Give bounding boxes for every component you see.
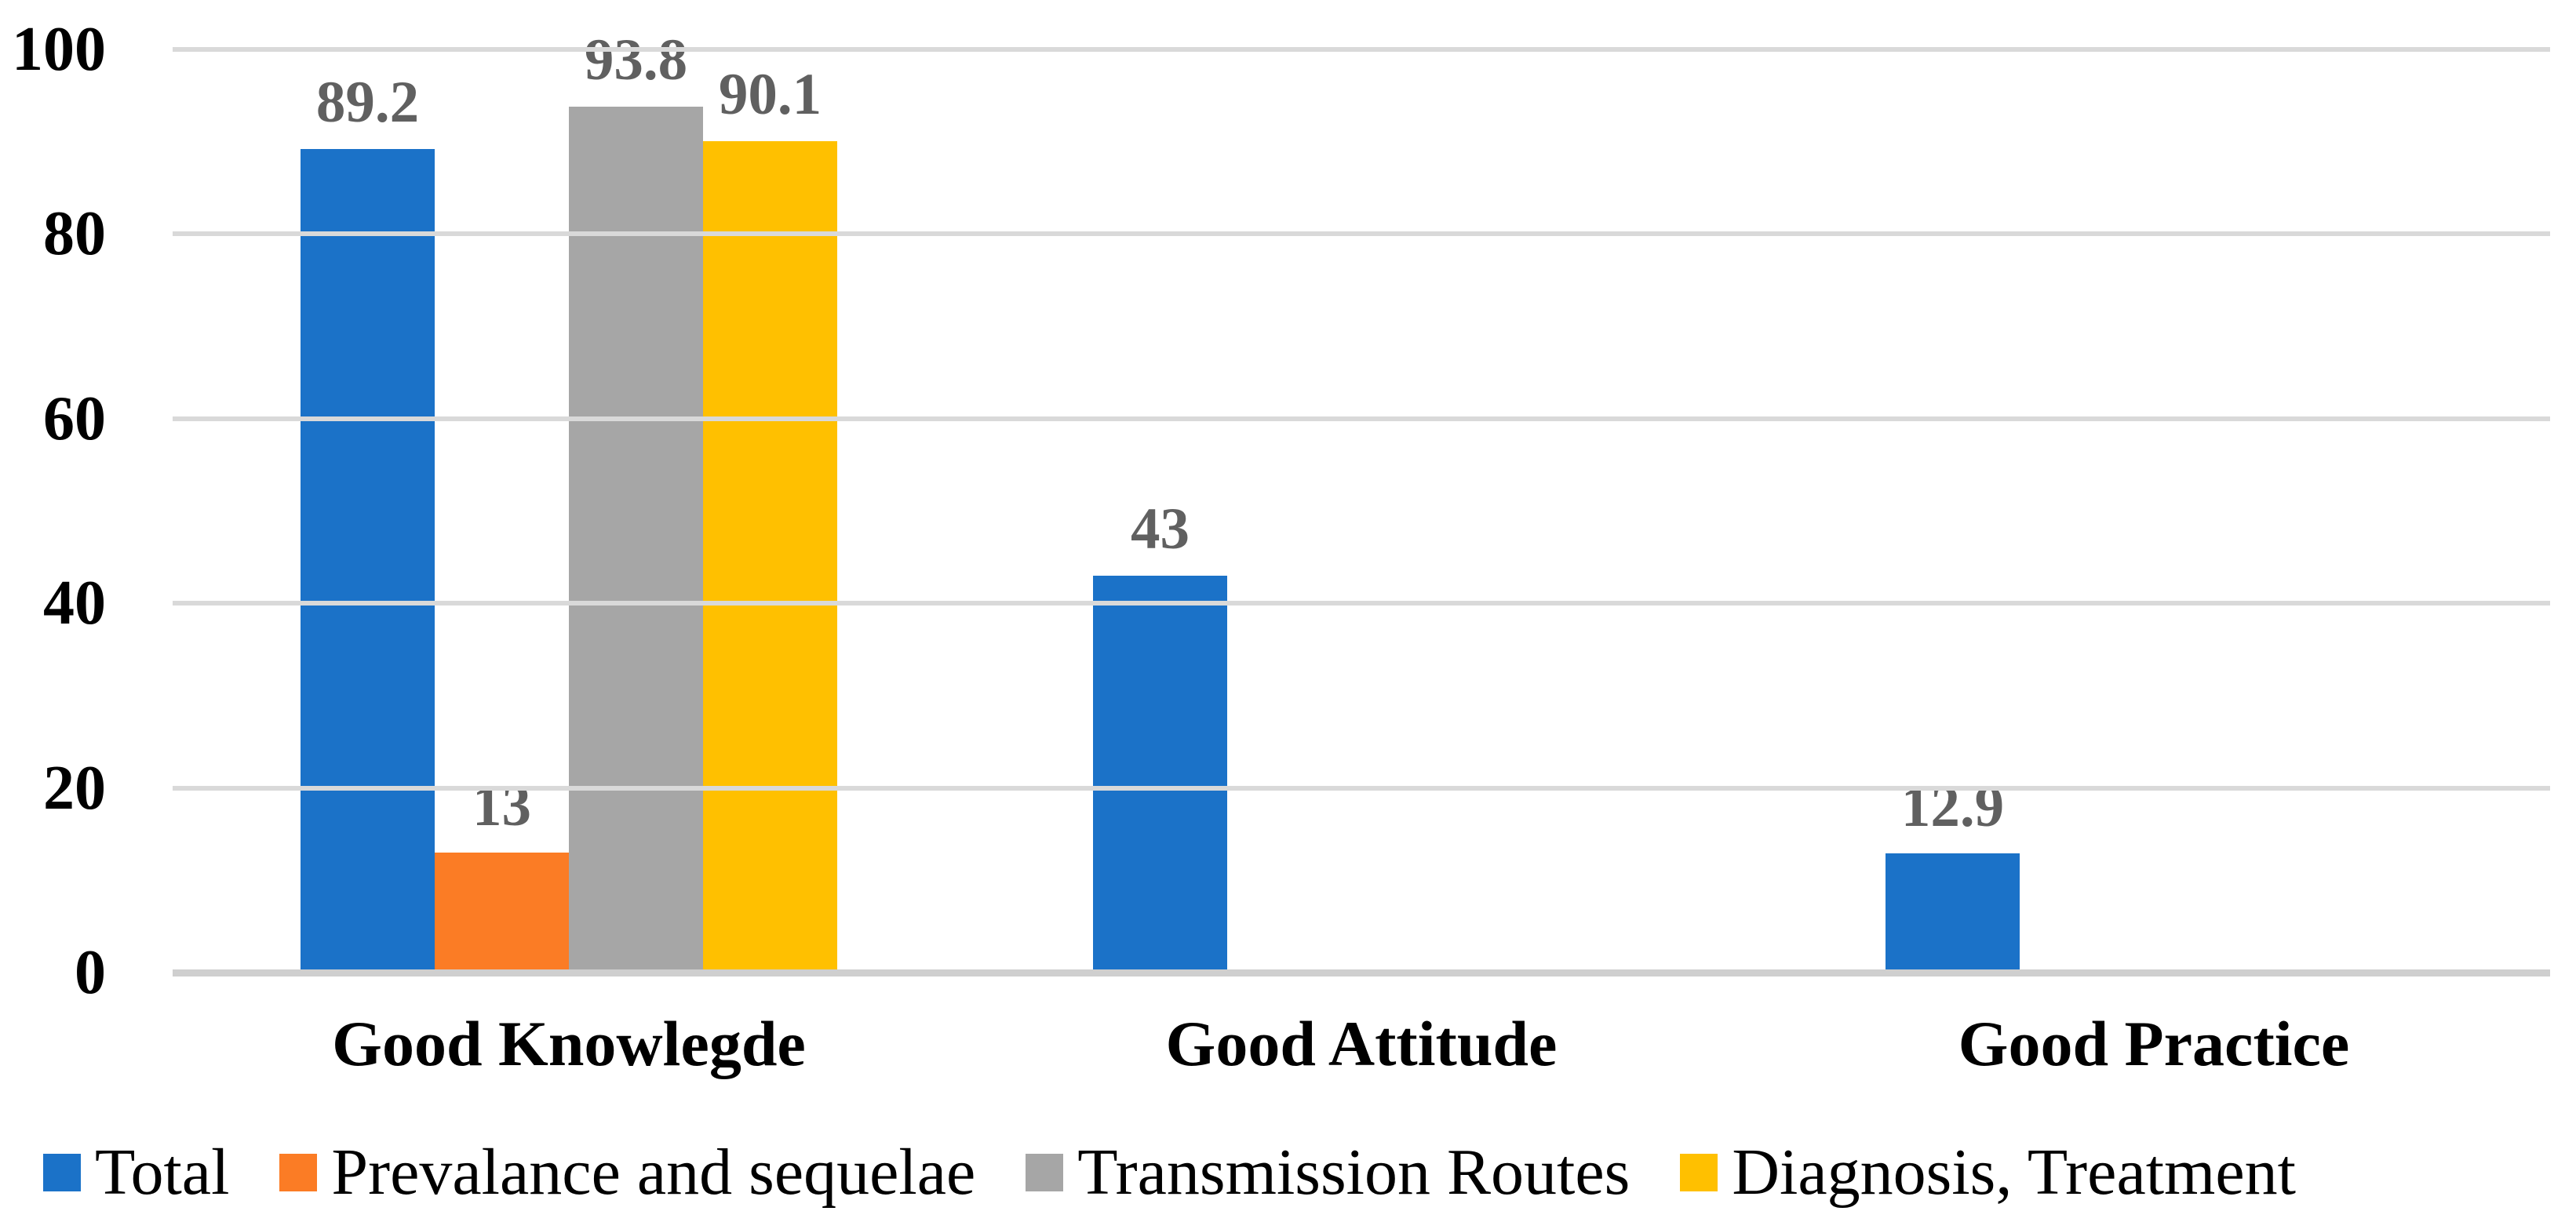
legend-item-total: Total — [43, 1140, 229, 1206]
value-label: 93.8 — [584, 27, 688, 93]
category-label: Good Knowlegde — [332, 1008, 806, 1079]
bar-slot: 90.1 — [703, 49, 837, 973]
bar-slot: 89.2 — [301, 49, 435, 973]
value-label: 43 — [1131, 496, 1190, 562]
bar-total — [1093, 575, 1227, 973]
legend-item-transmission-routes: Transmission Routes — [1026, 1140, 1630, 1206]
gridline — [173, 785, 2550, 791]
legend-item-prevalance-and-sequelae: Prevalance and sequelae — [279, 1140, 975, 1206]
category-axis: Good Knowlegde Good Attitude Good Practice — [173, 1012, 2550, 1076]
bar-slot — [1361, 49, 1496, 973]
bar-total — [301, 149, 435, 973]
legend: Total Prevalance and sequelae Transmission… — [43, 1129, 2296, 1216]
bar-slot: 43 — [1093, 49, 1227, 973]
legend-item-diagnosis-treatment: Diagnosis, Treatment — [1680, 1140, 2296, 1206]
bar-group: 12.9 — [1758, 49, 2550, 973]
bar-slot — [1496, 49, 1630, 973]
legend-swatch — [1680, 1154, 1718, 1191]
bar-diagnosis-treatment — [703, 140, 837, 973]
value-label: 90.1 — [718, 61, 822, 127]
legend-swatch — [279, 1154, 318, 1191]
gridline — [173, 416, 2550, 421]
gridline — [173, 601, 2550, 606]
bar-slot: 12.9 — [1886, 49, 2020, 973]
y-tick-label: 20 — [43, 753, 106, 823]
legend-swatch — [43, 1154, 81, 1191]
bar-group: 89.2 13 93.8 90.1 — [173, 31, 965, 973]
y-tick-label: 40 — [43, 569, 106, 638]
y-tick-label: 80 — [43, 199, 106, 269]
gridline — [173, 47, 2550, 52]
bar-slot — [2020, 49, 2154, 973]
legend-label: Transmission Routes — [1077, 1136, 1630, 1209]
plot-area: 89.2 13 93.8 90.1 43 12.9 — [173, 31, 2550, 977]
bar-slot — [2154, 49, 2288, 973]
y-tick-label: 60 — [43, 384, 106, 453]
legend-label: Prevalance and sequelae — [331, 1136, 976, 1209]
bar-group: 43 — [965, 49, 1758, 973]
value-label: 89.2 — [315, 70, 420, 136]
x-axis-line — [173, 969, 2550, 977]
bar-transmission-routes — [569, 106, 703, 973]
legend-label: Diagnosis, Treatment — [1732, 1136, 2297, 1209]
bar-slot: 13 — [435, 49, 569, 973]
bar-prevalance-and-sequelae — [435, 853, 569, 973]
bar-total — [1886, 853, 2020, 973]
gridline — [173, 231, 2550, 237]
bar-slot — [1227, 49, 1361, 973]
bar-slot — [2288, 49, 2422, 973]
category-label: Good Practice — [1958, 1008, 2350, 1079]
legend-swatch — [1026, 1154, 1064, 1191]
y-tick-label: 100 — [12, 15, 106, 84]
y-axis: 0 20 40 60 80 100 — [0, 18, 106, 1004]
legend-label: Total — [95, 1136, 230, 1209]
category-label: Good Attitude — [1165, 1008, 1558, 1079]
bar-groups: 89.2 13 93.8 90.1 43 12.9 — [173, 31, 2550, 973]
bar-slot: 93.8 — [569, 31, 703, 973]
y-tick-label: 0 — [75, 938, 106, 1007]
